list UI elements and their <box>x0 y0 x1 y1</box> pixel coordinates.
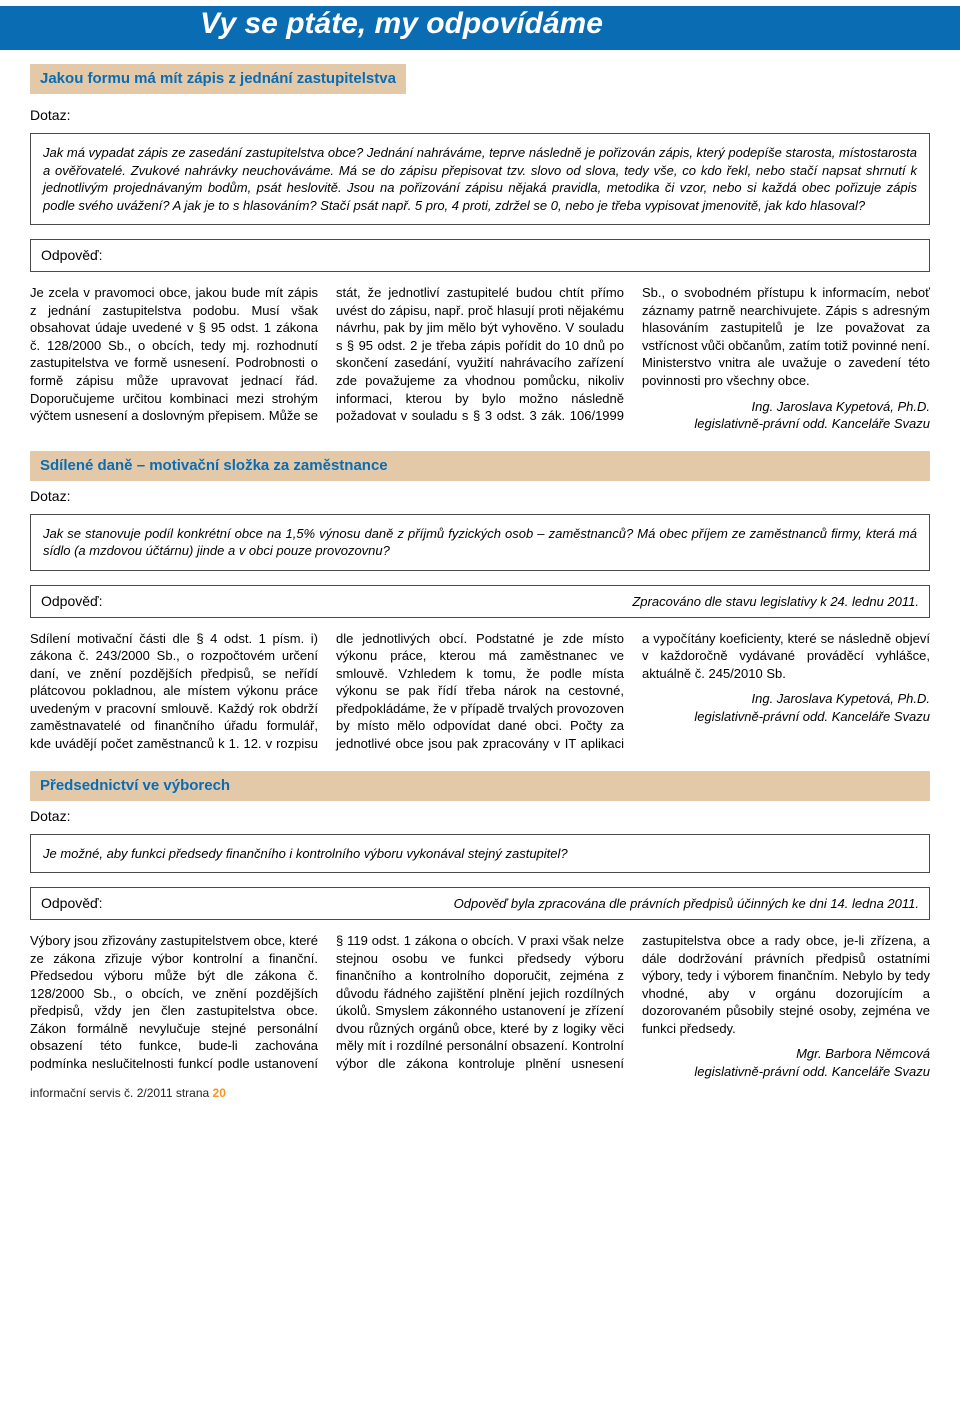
section3-author-name: Mgr. Barbora Němcová <box>642 1045 930 1063</box>
section1-question-box: Jak má vypadat zápis ze zasedání zastupi… <box>30 133 930 225</box>
section3-answer-header: Odpověď: Odpověď byla zpracována dle prá… <box>30 887 930 920</box>
footer-prefix: informační servis č. 2/2011 strana <box>30 1086 213 1100</box>
section2-dotaz-label: Dotaz: <box>30 487 930 506</box>
section3-question-box: Je možné, aby funkci předsedy finančního… <box>30 834 930 874</box>
section2-answer-header: Odpověď: Zpracováno dle stavu legislativ… <box>30 585 930 618</box>
section2-question-box: Jak se stanovuje podíl konkrétní obce na… <box>30 514 930 571</box>
section1-author-name: Ing. Jaroslava Kypetová, Ph.D. <box>642 398 930 416</box>
section2-odpoved-label: Odpověď: <box>41 592 103 611</box>
section1-odpoved-label: Odpověď: <box>41 246 103 265</box>
section3-dotaz-label: Dotaz: <box>30 807 930 826</box>
title-bar: Vy se ptáte, my odpovídáme <box>0 6 960 50</box>
section2-heading: Sdílené daně – motivační složka za zaměs… <box>30 451 930 481</box>
section3-answer-note: Odpověď byla zpracována dle právních pře… <box>454 895 919 913</box>
section2-answer-columns: Sdílení motivační části dle § 4 odst. 1 … <box>30 630 930 753</box>
section1-dotaz-label: Dotaz: <box>30 106 930 125</box>
section3-heading: Předsednictví ve výborech <box>30 771 930 801</box>
section3-odpoved-label: Odpověď: <box>41 894 103 913</box>
section2-author-dept: legislativně-právní odd. Kanceláře Svazu <box>642 708 930 726</box>
section3-answer-columns: Výbory jsou zřizovány zastupitelstvem ob… <box>30 932 930 1080</box>
section1-question-text: Jak má vypadat zápis ze zasedání zastupi… <box>43 144 917 214</box>
section2-question-text: Jak se stanovuje podíl konkrétní obce na… <box>43 525 917 560</box>
section1-author-dept: legislativně-právní odd. Kanceláře Svazu <box>642 415 930 433</box>
section2-author-name: Ing. Jaroslava Kypetová, Ph.D. <box>642 690 930 708</box>
page-content: Jakou formu má mít zápis z jednání zastu… <box>0 50 960 1107</box>
section2-answer-note: Zpracováno dle stavu legislativy k 24. l… <box>632 593 919 611</box>
section1-answer-header: Odpověď: <box>30 239 930 272</box>
section1-answer-columns: Je zcela v pravomoci obce, jakou bude mí… <box>30 284 930 432</box>
section1-heading: Jakou formu má mít zápis z jednání zastu… <box>30 64 406 94</box>
page-footer: informační servis č. 2/2011 strana 20 <box>30 1085 930 1101</box>
footer-page-number: 20 <box>213 1086 226 1100</box>
section3-question-text: Je možné, aby funkci předsedy finančního… <box>43 845 917 863</box>
main-title: Vy se ptáte, my odpovídáme <box>200 4 603 45</box>
section3-author-dept: legislativně-právní odd. Kanceláře Svazu <box>642 1063 930 1081</box>
